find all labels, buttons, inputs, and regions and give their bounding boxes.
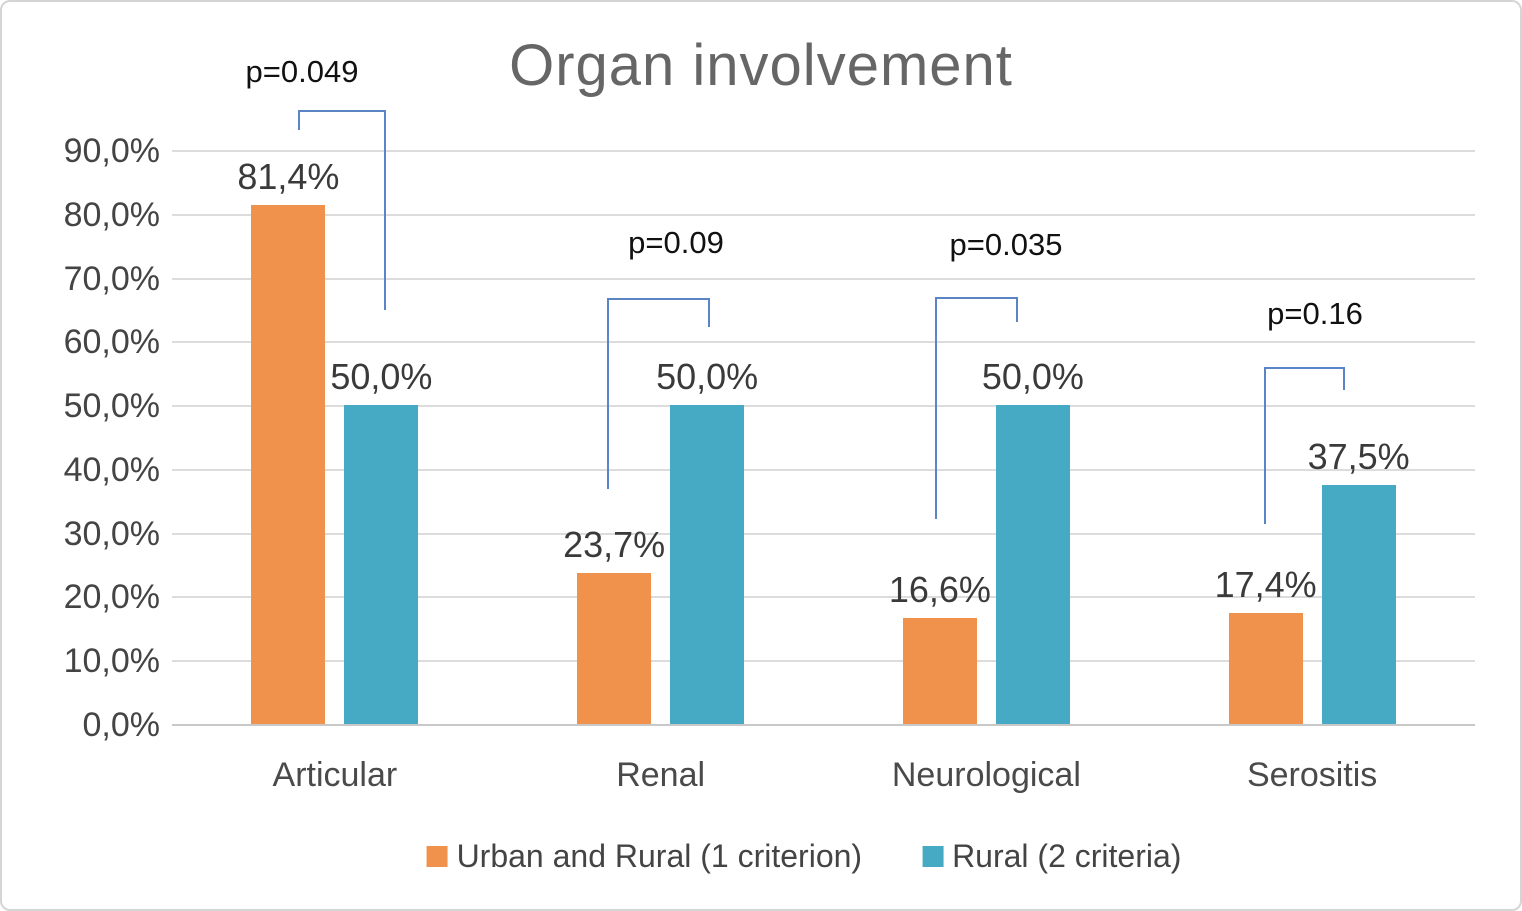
bar-articular-series2 xyxy=(344,405,419,724)
data-label: 81,4% xyxy=(237,155,340,197)
data-label: 17,4% xyxy=(1214,564,1317,606)
bracket-leg-left xyxy=(1264,367,1266,524)
y-tick-label: 30,0% xyxy=(63,514,160,553)
category-label-articular: Articular xyxy=(272,756,398,794)
bracket-bridge xyxy=(298,110,386,112)
p-value-label: p=0.09 xyxy=(628,225,724,260)
bar-neurological-series2 xyxy=(995,405,1070,724)
y-tick-label: 10,0% xyxy=(63,642,160,681)
y-tick-label: 90,0% xyxy=(63,131,160,170)
gridline xyxy=(172,532,1475,535)
gridline xyxy=(172,277,1475,280)
y-tick-label: 60,0% xyxy=(63,323,160,362)
chart-title: Organ involvement xyxy=(509,33,1013,98)
legend-item-series1: Urban and Rural (1 criterion) xyxy=(426,838,863,875)
y-tick-label: 50,0% xyxy=(63,387,160,426)
data-label: 23,7% xyxy=(563,523,666,565)
bracket-leg-left xyxy=(298,110,300,130)
bracket-leg-right xyxy=(1343,367,1345,390)
gridline-baseline xyxy=(172,724,1475,726)
data-label: 37,5% xyxy=(1307,435,1410,477)
bracket-leg-right xyxy=(1016,297,1018,322)
data-label: 50,0% xyxy=(656,356,759,398)
gridline xyxy=(172,405,1475,408)
data-label: 50,0% xyxy=(330,356,433,398)
y-tick-label: 70,0% xyxy=(63,259,160,298)
gridline xyxy=(172,660,1475,663)
y-tick-label: 40,0% xyxy=(63,450,160,489)
category-label-renal: Renal xyxy=(616,756,706,794)
bracket-bridge xyxy=(1264,367,1345,369)
gridline xyxy=(172,596,1475,599)
category-label-neurological: Neurological xyxy=(891,756,1081,794)
legend-item-series2: Rural (2 criteria) xyxy=(922,838,1181,875)
bracket-bridge xyxy=(935,297,1018,299)
bracket-leg-left xyxy=(607,298,609,489)
data-label: 16,6% xyxy=(888,569,991,611)
y-tick-label: 80,0% xyxy=(63,195,160,234)
bar-serositis-series2 xyxy=(1321,484,1396,724)
p-value-label: p=0.035 xyxy=(949,227,1063,262)
data-label: 50,0% xyxy=(981,356,1084,398)
bar-renal-series2 xyxy=(670,405,745,724)
gridline xyxy=(172,213,1475,216)
y-tick-label: 0,0% xyxy=(82,706,161,744)
bracket-leg-right xyxy=(708,298,710,327)
gridline xyxy=(172,341,1475,344)
bar-renal-series1 xyxy=(577,572,652,724)
legend-swatch-icon xyxy=(426,846,448,867)
category-label-serositis: Serositis xyxy=(1246,756,1378,794)
legend-label: Urban and Rural (1 criterion) xyxy=(456,838,863,874)
bar-articular-series1 xyxy=(251,204,326,724)
y-tick-label: 20,0% xyxy=(63,578,160,617)
legend-label: Rural (2 criteria) xyxy=(952,838,1182,874)
bar-neurological-series1 xyxy=(902,618,977,724)
gridline xyxy=(172,468,1475,471)
p-value-label: p=0.16 xyxy=(1267,296,1363,331)
bar-serositis-series1 xyxy=(1228,613,1303,724)
gridline xyxy=(172,149,1475,152)
bracket-bridge xyxy=(607,298,710,300)
legend-swatch-icon xyxy=(922,846,944,867)
p-value-label: p=0.049 xyxy=(245,54,359,89)
legend: Urban and Rural (1 criterion) Rural (2 cr… xyxy=(426,838,1181,875)
bracket-leg-right xyxy=(384,110,386,310)
bracket-leg-left xyxy=(935,297,937,519)
